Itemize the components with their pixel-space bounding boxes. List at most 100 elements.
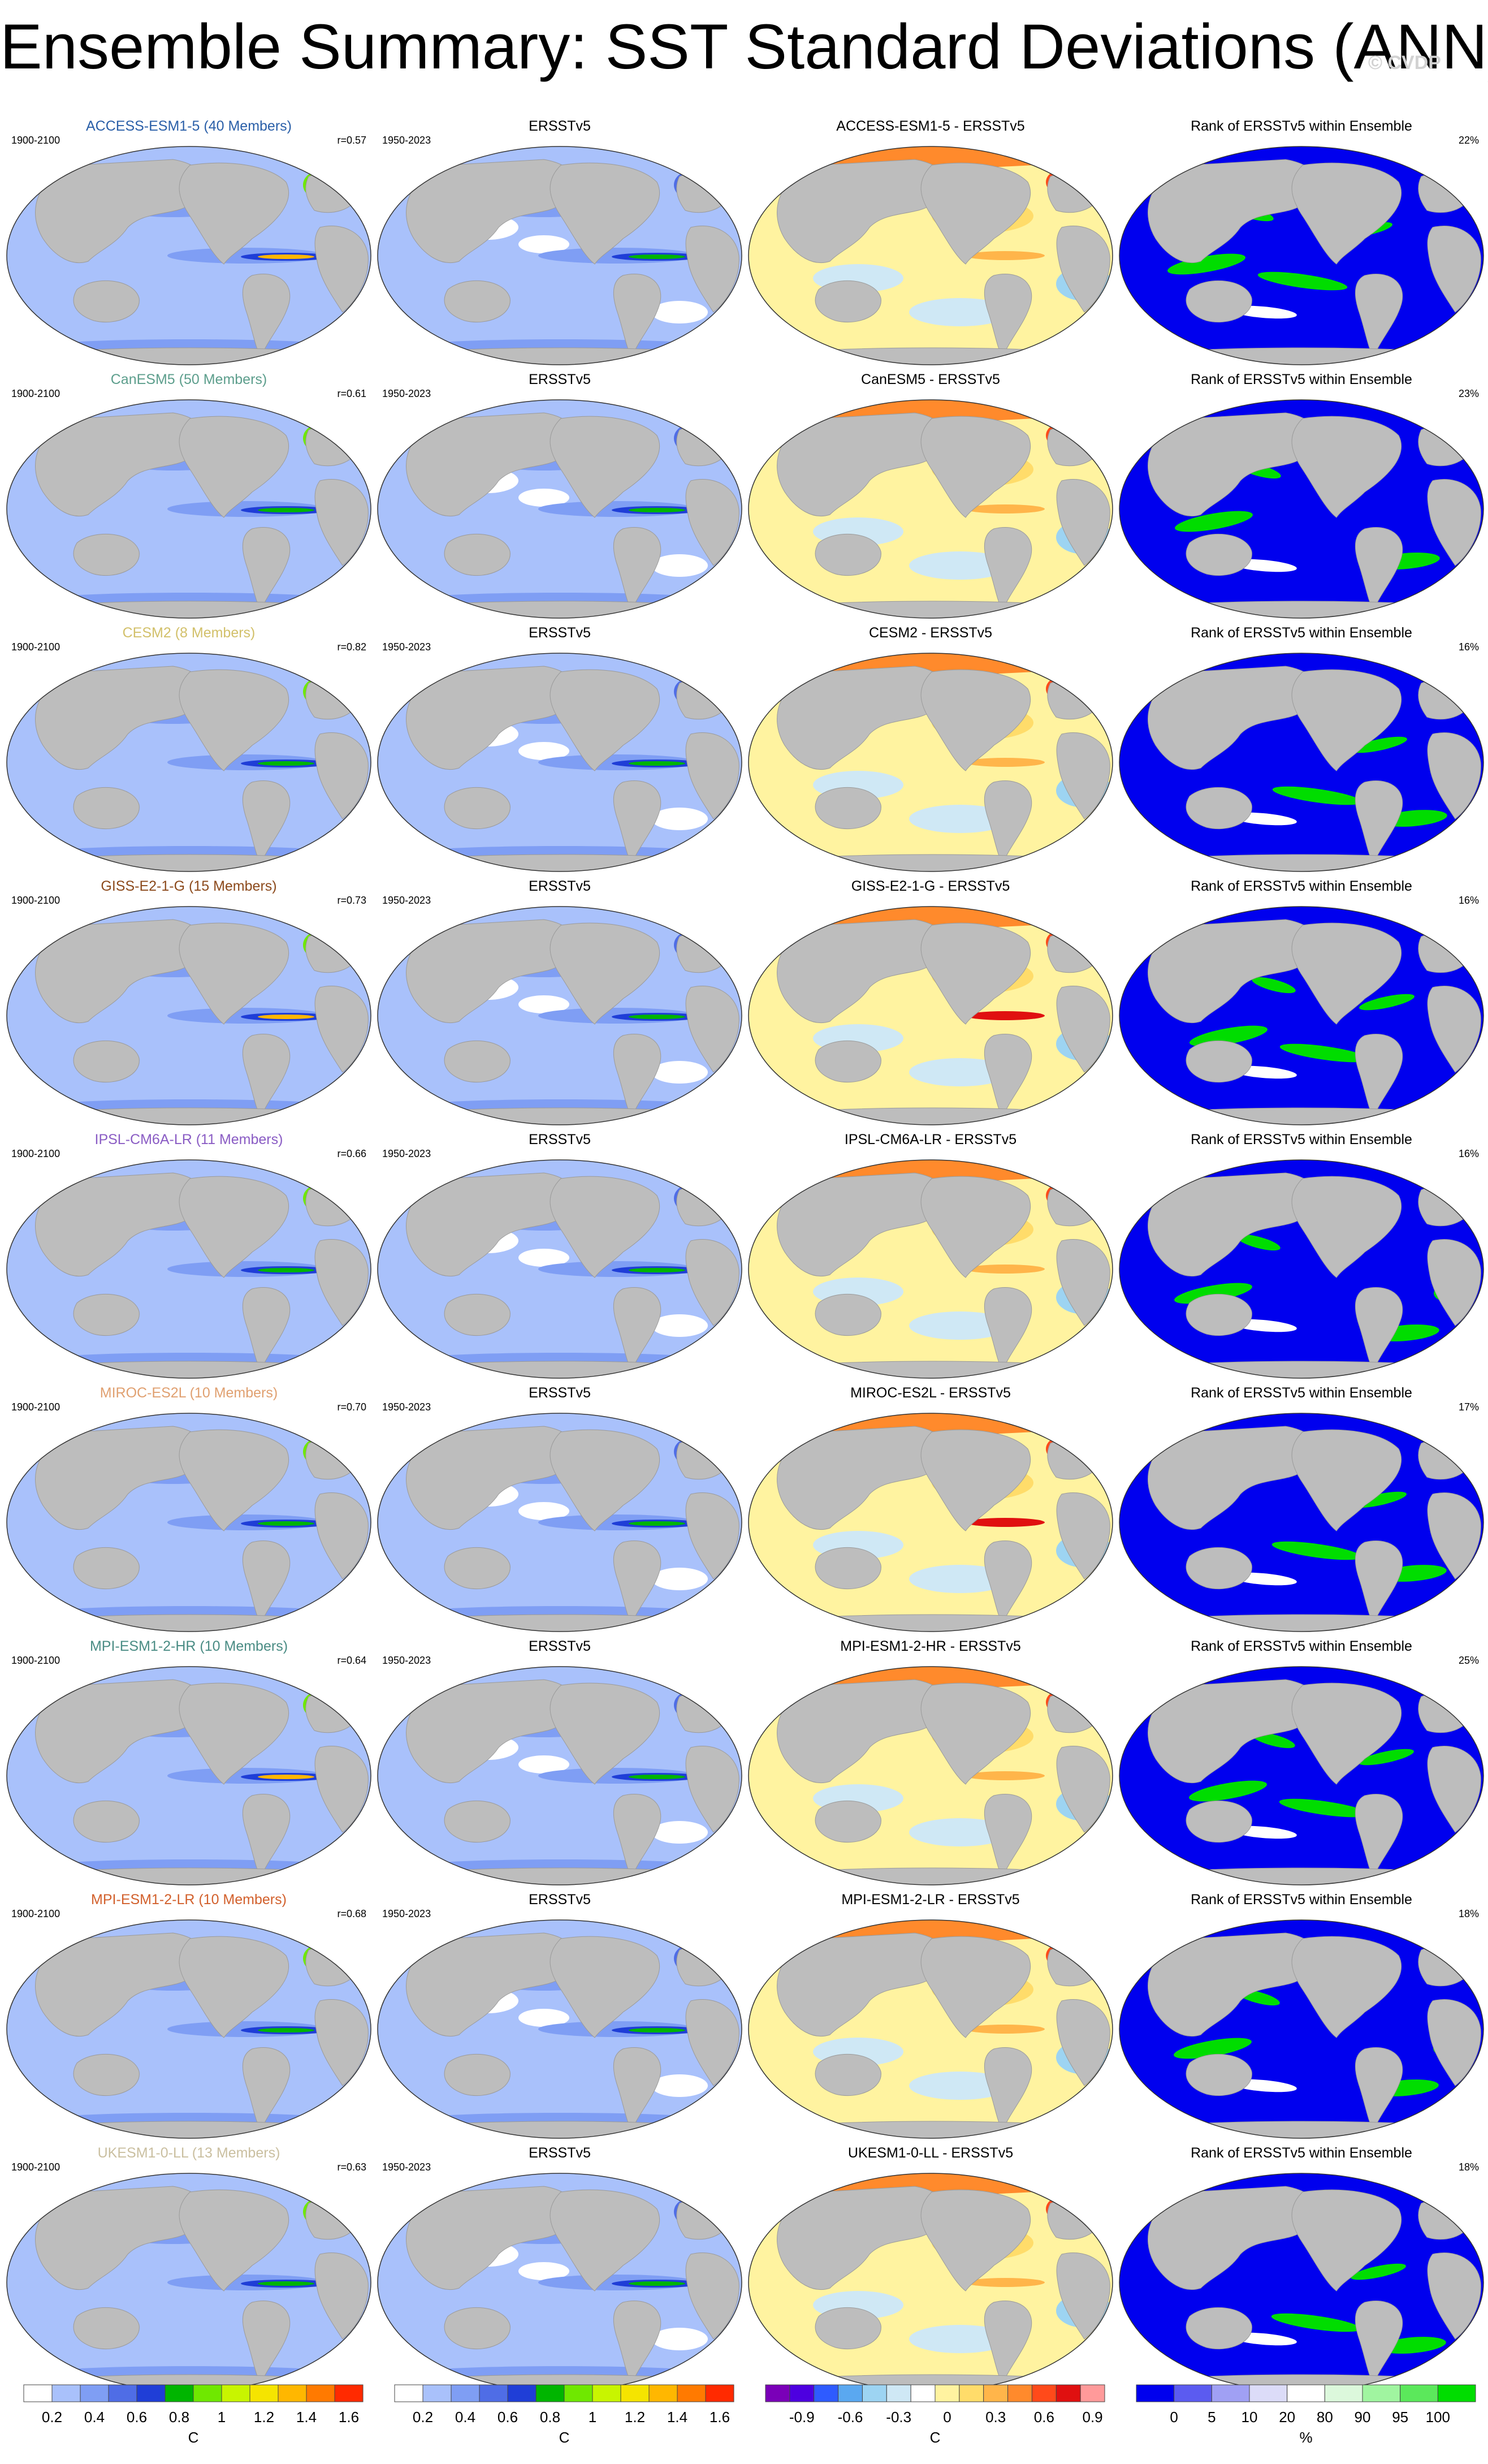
globe-outline <box>1119 399 1484 619</box>
colorbar-swatch <box>507 2384 537 2402</box>
period-label: 1950-2023 <box>382 641 431 653</box>
colorbar-swatch <box>479 2384 508 2402</box>
obs-map <box>377 146 742 365</box>
diff-map <box>748 1666 1113 1885</box>
globe-outline <box>1119 1666 1484 1885</box>
equatorial-bias <box>966 251 1045 260</box>
land-north-america <box>920 162 1031 265</box>
land-australia <box>444 280 511 323</box>
diff-panel: MPI-ESM1-2-LR - ERSSTv5 <box>745 1891 1116 2144</box>
diff-panel: CanESM5 - ERSSTv5 <box>745 371 1116 624</box>
land-africa <box>314 1492 369 1580</box>
land-australia <box>73 787 140 830</box>
low-variance-area <box>518 1502 569 1520</box>
panel-title: CanESM5 - ERSSTv5 <box>861 372 1000 387</box>
land-australia <box>73 1547 140 1590</box>
panel-title: MPI-ESM1-2-HR (10 Members) <box>89 1638 288 1654</box>
colorbar-swatch <box>789 2384 815 2402</box>
colorbar-tick-label: 0.4 <box>84 2409 105 2426</box>
land-antarctica <box>37 1867 343 1885</box>
land-australia <box>815 280 881 323</box>
land-africa <box>1056 1745 1110 1833</box>
panel-title: Rank of ERSSTv5 within Ensemble <box>1191 372 1412 387</box>
land-australia <box>815 1800 881 1843</box>
panel-row: CESM2 (8 Members) 1900-2100 r=0.82 ERSSTv5 1… <box>0 624 1488 878</box>
cold-tongue-peak <box>629 1775 685 1779</box>
page-title: Ensemble Summary: SST Standard Deviation… <box>0 11 1488 82</box>
colorbar-tick-label: 10 <box>1241 2409 1258 2426</box>
land-australia <box>73 2307 140 2350</box>
panel-title: MPI-ESM1-2-LR - ERSSTv5 <box>841 1892 1020 1908</box>
cold-tongue-peak <box>629 761 685 766</box>
land-australia <box>73 280 140 323</box>
land-australia <box>73 2053 140 2096</box>
panel-title: IPSL-CM6A-LR - ERSSTv5 <box>844 1132 1017 1147</box>
land-australia <box>444 1293 511 1336</box>
low-variance-area <box>518 489 569 507</box>
colorbar-swatch <box>51 2384 81 2402</box>
equatorial-bias <box>966 1011 1045 1020</box>
colorbar-tick-label: 0.6 <box>126 2409 148 2426</box>
upper-rank-area <box>1359 1749 1414 1766</box>
model-map <box>6 399 371 619</box>
upper-rank-area <box>1189 1780 1267 1802</box>
model-panel: CanESM5 (50 Members) 1900-2100 r=0.61 <box>3 371 374 624</box>
land-africa <box>314 478 369 566</box>
colorbar-swatch <box>80 2384 109 2402</box>
panel-title: Rank of ERSSTv5 within Ensemble <box>1191 1638 1412 1654</box>
obs-map <box>377 399 742 619</box>
land-africa <box>1056 2252 1110 2340</box>
obs-map <box>377 653 742 872</box>
land-north-america <box>550 922 660 1025</box>
colorbar-swatch <box>451 2384 480 2402</box>
cold-tongue-peak <box>629 254 685 259</box>
land-antarctica <box>408 1614 714 1632</box>
model-map <box>6 1159 371 1379</box>
colorbar-tick-label: 0 <box>1170 2409 1178 2426</box>
land-africa <box>1427 2252 1481 2340</box>
land-africa <box>685 1239 739 1326</box>
globe-outline <box>748 146 1113 365</box>
diff-map <box>748 2173 1113 2392</box>
land-africa <box>685 1492 739 1580</box>
cold-tongue-peak <box>258 254 314 259</box>
rank-panel: Rank of ERSSTv5 within Ensemble 23% <box>1116 371 1487 624</box>
land-australia <box>444 1800 511 1843</box>
rank-panel: Rank of ERSSTv5 within Ensemble 18% <box>1116 2144 1487 2398</box>
land-africa <box>1427 1999 1481 2086</box>
obs-panel: ERSSTv5 1950-2023 <box>374 118 745 371</box>
period-label: 1950-2023 <box>382 1908 431 1919</box>
rank-panel: Rank of ERSSTv5 within Ensemble 16% <box>1116 1131 1487 1384</box>
rank-percent: 18% <box>1458 1908 1479 1919</box>
globe-outline <box>377 146 742 365</box>
colorbar-swatch <box>765 2384 790 2402</box>
land-north-america <box>920 1936 1031 2038</box>
period-label: 1900-2100 <box>11 1401 60 1413</box>
land-australia <box>1186 280 1252 323</box>
globe-outline <box>1119 1919 1484 2139</box>
model-panel: ACCESS-ESM1-5 (40 Members) 1900-2100 r=0.5… <box>3 118 374 371</box>
colorbar-swatch <box>705 2384 734 2402</box>
period-label: 1900-2100 <box>11 641 60 653</box>
panel-row: MPI-ESM1-2-HR (10 Members) 1900-2100 r=0.6… <box>0 1638 1488 1891</box>
diff-map <box>748 399 1113 619</box>
rank-map <box>1119 146 1484 365</box>
colorbar-tick-label: -0.3 <box>886 2409 912 2426</box>
land-australia <box>815 1293 881 1336</box>
panel-title: CanESM5 (50 Members) <box>110 372 267 387</box>
diff-panel: CESM2 - ERSSTv5 <box>745 624 1116 878</box>
globe-outline <box>748 1413 1113 1632</box>
negative-bias-area <box>909 1311 1011 1340</box>
land-antarctica <box>1149 1107 1456 1125</box>
land-africa <box>314 2252 369 2340</box>
model-map <box>6 1413 371 1632</box>
rank-percent: 23% <box>1458 388 1479 399</box>
land-antarctica <box>1149 1361 1456 1378</box>
colorbar-unit: C <box>929 2429 941 2446</box>
colorbar-swatch <box>1211 2384 1250 2402</box>
diff-map <box>748 1919 1113 2139</box>
panel-title: Rank of ERSSTv5 within Ensemble <box>1191 118 1412 134</box>
land-australia <box>1186 1547 1252 1590</box>
rank-percent: 25% <box>1458 1655 1479 1666</box>
colorbar-swatch <box>1031 2384 1057 2402</box>
